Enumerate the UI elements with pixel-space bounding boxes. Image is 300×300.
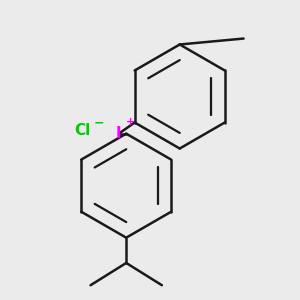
- Text: Cl: Cl: [74, 123, 91, 138]
- Text: −: −: [93, 117, 104, 130]
- Text: I: I: [116, 126, 122, 141]
- Text: +: +: [125, 117, 135, 128]
